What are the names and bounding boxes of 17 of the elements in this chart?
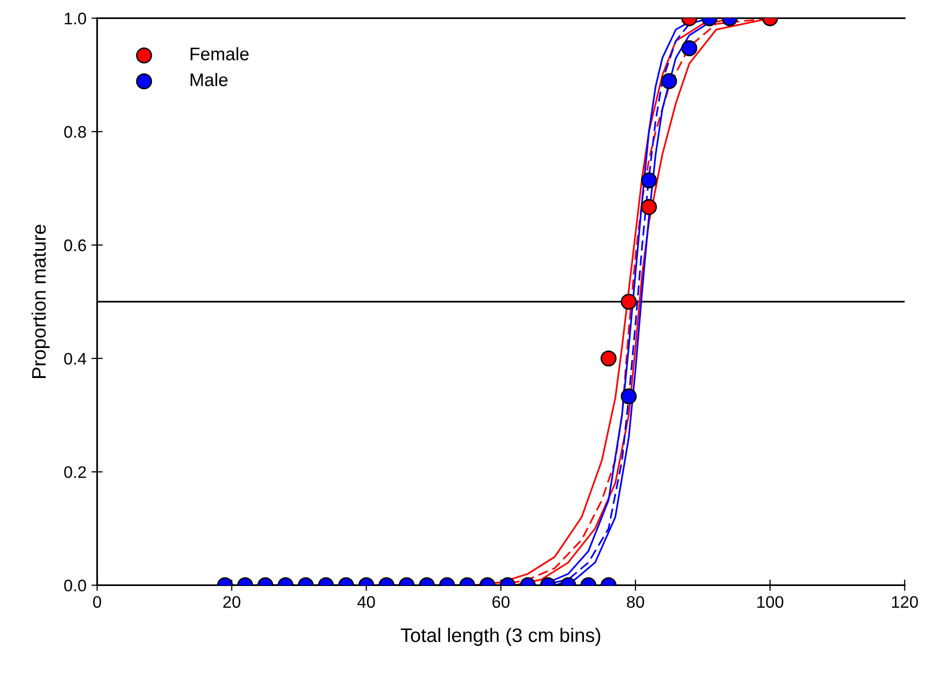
y-axis-title: Proportion mature [32, 224, 50, 378]
x-axis-title: Total length (3 cm bins) [400, 628, 600, 646]
y-tick-label: 0.6 [64, 239, 86, 252]
legend-label: Female [190, 47, 249, 60]
y-tick-label: 0.8 [64, 126, 86, 138]
y-tick-label: 0.4 [64, 352, 86, 365]
y-tick-label: 0.2 [64, 466, 86, 478]
x-tick-label: 40 [357, 596, 375, 608]
x-tick-label: 20 [223, 596, 240, 608]
legend-label: Male [190, 72, 228, 86]
x-tick-label: 100 [757, 596, 784, 608]
x-tick-label: 120 [892, 596, 918, 608]
x-tick-label: 60 [492, 596, 510, 608]
y-tick-label: 0.0 [64, 580, 86, 592]
x-tick-label: 80 [626, 596, 644, 608]
y-tick-label: 1.0 [64, 12, 86, 24]
x-tick-label: 0 [93, 596, 102, 608]
